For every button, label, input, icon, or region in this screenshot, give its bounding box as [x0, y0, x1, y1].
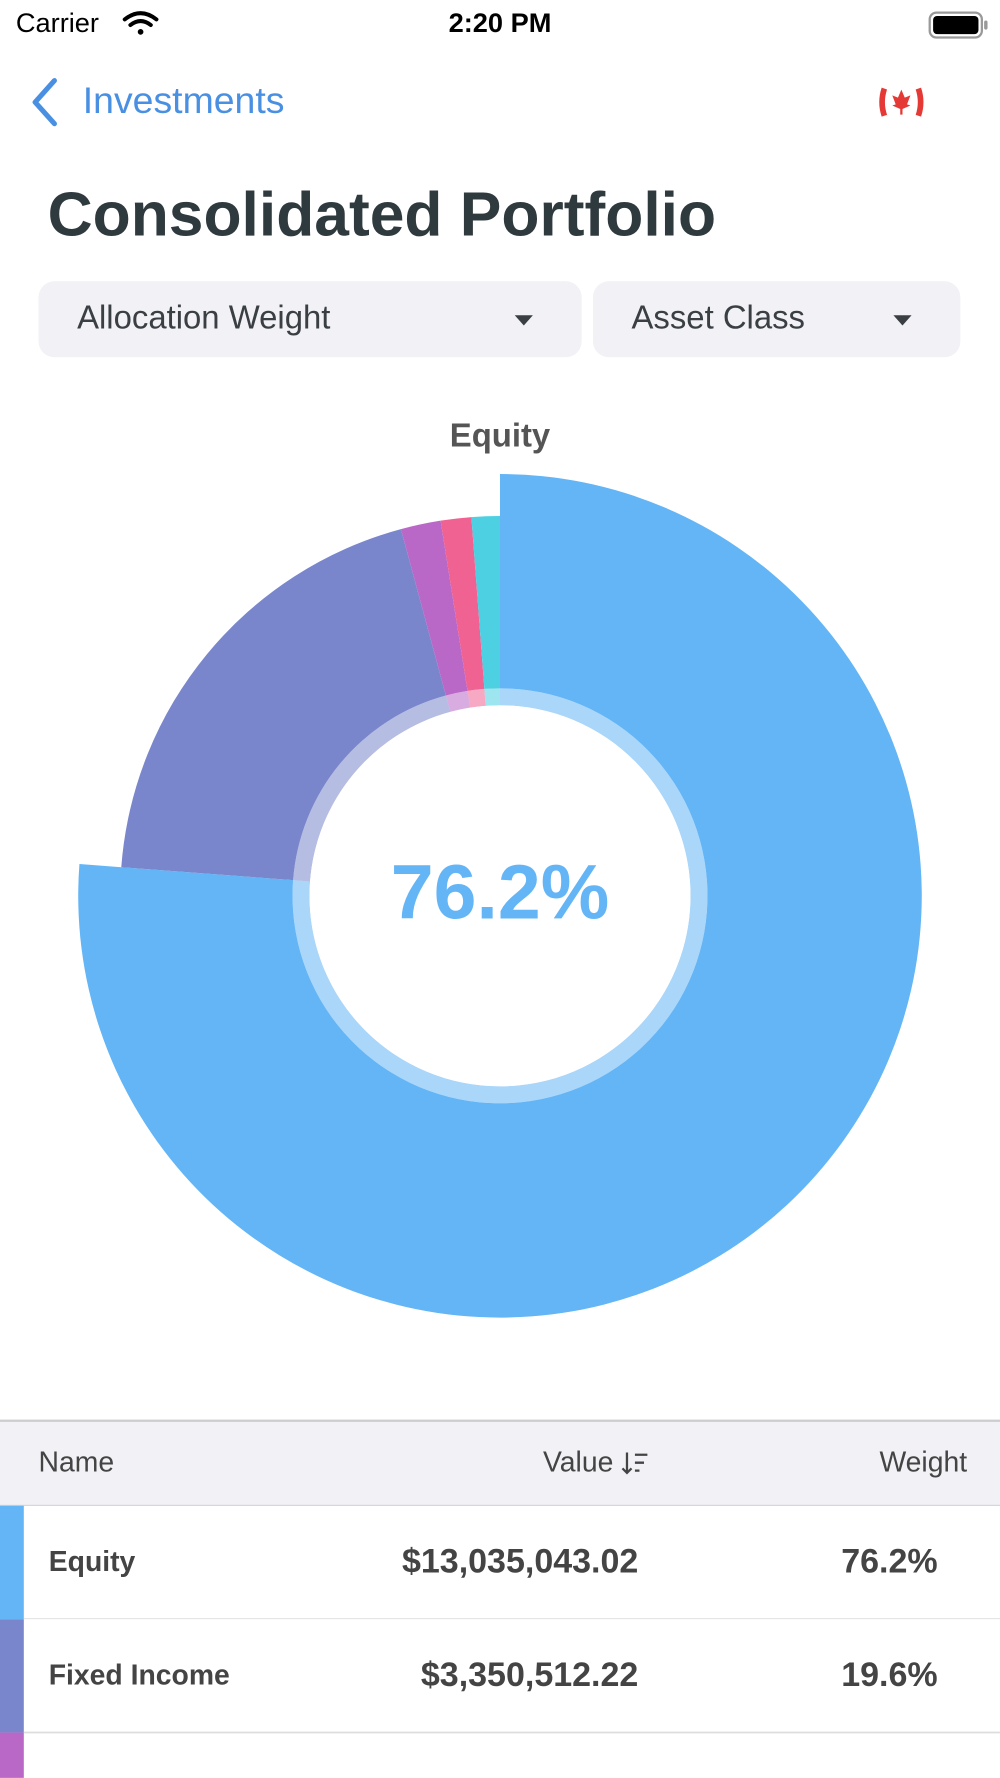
center-label: 76.2% — [391, 849, 610, 935]
dropdown-label[interactable]: Asset Class — [632, 299, 805, 336]
donut-slice[interactable] — [440, 517, 485, 691]
row-weight: 19.6% — [841, 1656, 937, 1694]
row-color-strip — [0, 1732, 24, 1778]
donut-hole — [309, 705, 691, 1087]
clock: 2:20 PM — [449, 7, 552, 38]
table-row[interactable] — [0, 1619, 1000, 1733]
column-header[interactable]: Value — [543, 1446, 613, 1478]
table-body: Equity $13,035,043.02 76.2% Fixed Income $3,… — [0, 1505, 1000, 1734]
row-value: $3,350,512.22 — [421, 1656, 638, 1694]
inner-ring-slice — [467, 688, 486, 708]
dropdown[interactable] — [592, 281, 961, 358]
page-title: Consolidated Portfolio — [48, 180, 716, 249]
donut-slice[interactable] — [471, 515, 500, 689]
donut-slice[interactable] — [78, 474, 922, 1318]
dropdown-label[interactable]: Allocation Weight — [77, 299, 330, 336]
caret — [893, 315, 912, 326]
table-row[interactable] — [0, 1505, 1000, 1620]
canada-flag[interactable] — [879, 87, 924, 117]
donut-chart[interactable] — [78, 474, 922, 1318]
battery-icon — [928, 11, 988, 39]
caret — [514, 315, 533, 326]
table-header — [0, 1420, 1000, 1506]
row-color-strip — [0, 1619, 24, 1733]
carrier: Carrier — [16, 7, 99, 38]
back-button[interactable]: Investments — [83, 79, 285, 121]
row-value: $13,035,043.02 — [402, 1543, 638, 1581]
donut-slice[interactable] — [121, 529, 446, 881]
column-header[interactable]: Name — [39, 1446, 115, 1478]
inner-ring-slice — [484, 688, 500, 706]
row-color-strip — [0, 1505, 24, 1620]
column-header[interactable]: Weight — [879, 1446, 967, 1478]
wifi-icon — [122, 11, 159, 35]
dropdown[interactable] — [38, 281, 582, 358]
row-weight: 76.2% — [841, 1543, 937, 1581]
row-name: Equity — [49, 1546, 136, 1578]
chart-title: Equity — [450, 416, 551, 453]
row-name: Fixed Income — [49, 1659, 230, 1691]
sort-icon[interactable] — [621, 1452, 648, 1475]
inner-ring-slice — [293, 695, 451, 882]
donut-slice[interactable] — [400, 520, 468, 696]
back-chevron[interactable] — [32, 78, 57, 127]
inner-ring-slice — [445, 690, 471, 712]
